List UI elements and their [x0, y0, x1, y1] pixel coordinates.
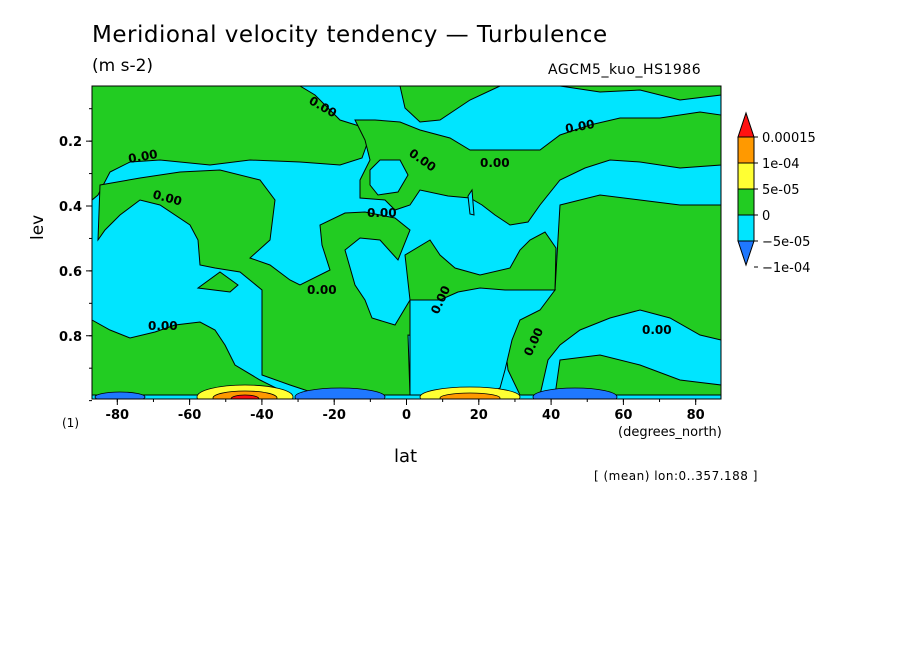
contour-label: 0.00	[564, 117, 596, 136]
hole-3	[467, 188, 475, 216]
colorbar-label: −5e-05	[762, 235, 810, 250]
top-band-center	[354, 111, 722, 226]
small-blob	[196, 271, 239, 293]
chart-title: Meridional velocity tendency — Turbulenc…	[92, 22, 608, 48]
top-band-west	[91, 85, 373, 202]
x-axis: -80 -60 -40 -20 0 20 40 60 80	[106, 399, 705, 423]
y-tick-label: 0.2	[59, 135, 82, 150]
y-axis: 0.2 0.4 0.6 0.8	[59, 108, 92, 402]
contour-label: 0.00	[480, 156, 510, 170]
x-axis-label: lat	[394, 446, 418, 467]
contour-label: 0.00	[367, 206, 397, 220]
colorbar-swatch	[737, 136, 755, 164]
negative-holes	[369, 159, 556, 396]
y-axis-label: lev	[28, 214, 48, 240]
colorbar: 0.00015 1e-04 5e-05 0 −5e-05 −1e-04	[737, 111, 816, 276]
x-tick-label: 40	[542, 408, 560, 423]
colorbar-label: 0.00015	[762, 131, 816, 146]
x-tick-label: 60	[614, 408, 632, 423]
contour-label: 0.00	[127, 147, 159, 166]
colorbar-label: 5e-05	[762, 183, 800, 198]
contour-label: 0.00	[307, 283, 337, 297]
colorbar-extend-top	[737, 111, 755, 138]
colorbar-swatch	[737, 188, 755, 216]
plot-mask	[80, 399, 740, 420]
y-tick-label: 0.8	[59, 330, 82, 345]
x-tick-label: -80	[106, 408, 130, 423]
positive-regions	[91, 85, 722, 396]
colorbar-swatch	[737, 162, 755, 190]
x-tick-label: 0	[402, 408, 411, 423]
page-label: (1)	[62, 416, 79, 430]
contour-label: 0.00	[148, 319, 178, 333]
x-tick-label: -40	[250, 408, 274, 423]
colorbar-label: −1e-04	[762, 261, 810, 276]
x-tick-label: 20	[470, 408, 488, 423]
colorbar-label: 0	[762, 209, 770, 224]
x-tick-label: -60	[178, 408, 202, 423]
mid-west-blob	[97, 169, 557, 396]
hole-1	[369, 159, 409, 196]
colorbar-extend-bottom	[737, 240, 755, 267]
x-units-label: (degrees_north)	[618, 425, 722, 440]
y-tick-label: 0.6	[59, 265, 82, 280]
x-tick-label: 80	[687, 408, 705, 423]
run-name: AGCM5_kuo_HS1986	[548, 62, 702, 78]
x-tick-label: -20	[322, 408, 346, 423]
colorbar-label: 1e-04	[762, 157, 800, 172]
mean-note: [ (mean) lon:0..357.188 ]	[594, 469, 758, 483]
y-tick-label: 0.4	[59, 200, 82, 215]
contour-label: 0.00	[642, 323, 672, 337]
colorbar-swatch	[737, 214, 755, 242]
units-label: (m s-2)	[92, 56, 154, 76]
